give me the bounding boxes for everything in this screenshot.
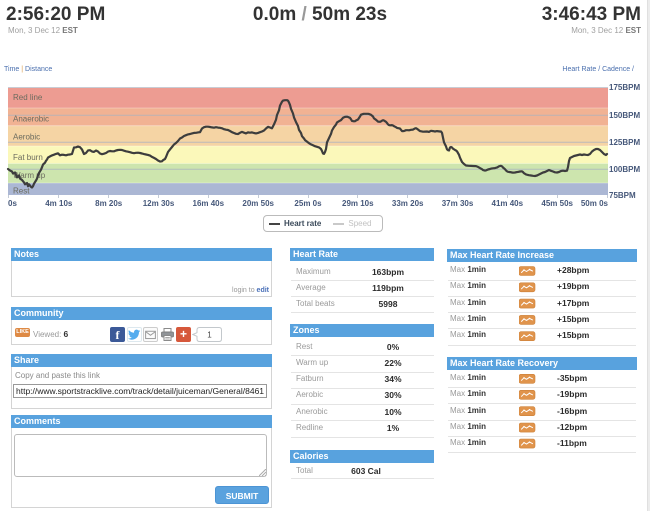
svg-text:Rest: Rest (13, 186, 30, 195)
svg-text:4m 10s: 4m 10s (45, 199, 73, 208)
svg-text:25m 0s: 25m 0s (294, 199, 322, 208)
svg-text:50m 0s: 50m 0s (581, 199, 609, 208)
svg-text:8m 20s: 8m 20s (95, 199, 123, 208)
svg-text:Warm up: Warm up (13, 171, 46, 180)
svg-text:45m 50s: 45m 50s (541, 199, 573, 208)
svg-text:37m 30s: 37m 30s (442, 199, 474, 208)
svg-text:41m 40s: 41m 40s (492, 199, 524, 208)
svg-text:29m 10s: 29m 10s (342, 199, 374, 208)
svg-text:20m 50s: 20m 50s (242, 199, 274, 208)
svg-text:150BPM: 150BPM (609, 111, 640, 120)
svg-text:Red line: Red line (13, 93, 43, 102)
svg-text:33m 20s: 33m 20s (392, 199, 424, 208)
svg-text:Fat burn: Fat burn (13, 153, 43, 162)
svg-text:1: 1 (207, 331, 212, 340)
svg-text:12m 30s: 12m 30s (143, 199, 175, 208)
svg-text:175BPM: 175BPM (609, 83, 640, 92)
svg-text:0s: 0s (8, 199, 17, 208)
svg-text:125BPM: 125BPM (609, 138, 640, 147)
svg-text:75BPM: 75BPM (609, 191, 636, 200)
svg-text:100BPM: 100BPM (609, 165, 640, 174)
svg-text:Anaerobic: Anaerobic (13, 114, 49, 123)
svg-text:16m 40s: 16m 40s (193, 199, 225, 208)
svg-text:Aerobic: Aerobic (13, 132, 40, 141)
